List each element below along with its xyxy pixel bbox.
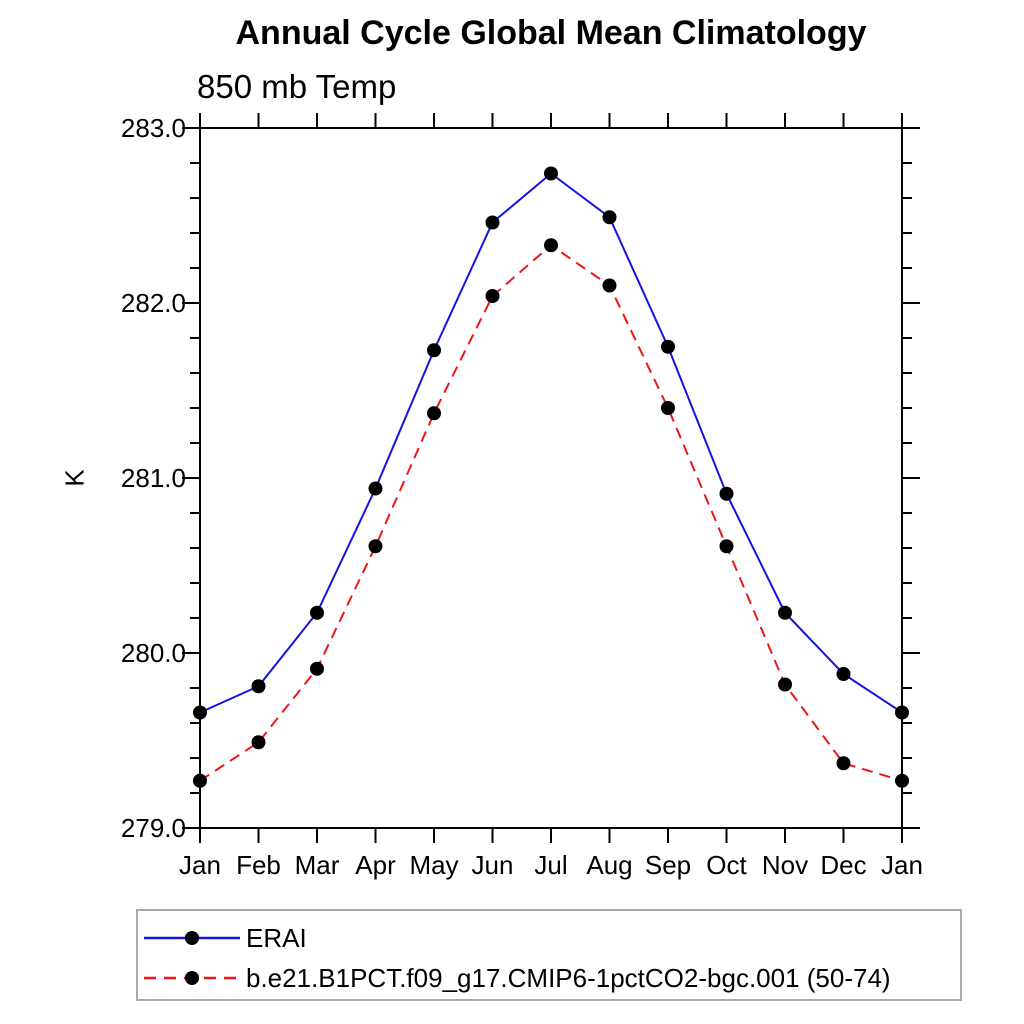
data-point-marker: [836, 756, 851, 771]
legend-sample-marker: [185, 971, 199, 985]
data-point-marker: [602, 210, 617, 225]
x-tick-label: Sep: [644, 850, 692, 880]
series-line-1: [199, 243, 903, 782]
legend-entry-erai: ERAI: [142, 923, 307, 953]
data-point-marker: [251, 679, 266, 694]
data-point-marker: [368, 481, 383, 496]
data-point-marker: [310, 661, 324, 676]
data-point-marker: [895, 773, 909, 788]
data-point-marker: [485, 289, 500, 303]
data-point-marker: [661, 401, 675, 415]
plot-frame: [199, 127, 903, 829]
data-point-marker: [193, 705, 207, 720]
data-point-marker: [661, 339, 675, 354]
y-tick-label: 283.0: [120, 113, 186, 143]
x-tick-label: Nov: [761, 850, 809, 880]
x-tick-label: Oct: [706, 850, 747, 880]
data-point-marker: [427, 343, 441, 358]
x-tick-label: Feb: [236, 850, 281, 880]
data-point-marker: [778, 605, 792, 620]
legend-line-sample-dashed: [144, 971, 240, 985]
data-point-marker: [427, 406, 441, 421]
y-tick-label: 282.0: [120, 288, 186, 318]
legend: ERAI b.e21.B1PCT.f09_g17.CMIP6-1pctCO2-b…: [136, 909, 962, 1001]
x-tick-label: Dec: [820, 850, 867, 880]
legend-label-model: b.e21.B1PCT.f09_g17.CMIP6-1pctCO2-bgc.00…: [246, 963, 891, 993]
data-point-marker: [719, 486, 734, 501]
legend-sample-marker: [185, 931, 199, 945]
data-point-marker: [544, 238, 558, 253]
x-tick-label: May: [409, 850, 459, 880]
data-point-marker: [836, 667, 851, 681]
data-point-marker: [485, 215, 500, 230]
chart-title: Annual Cycle Global Mean Climatology: [235, 14, 867, 52]
data-point-marker: [193, 773, 207, 788]
chart-subtitle: 850 mb Temp: [197, 68, 397, 105]
legend-entry-model: b.e21.B1PCT.f09_g17.CMIP6-1pctCO2-bgc.00…: [142, 963, 891, 993]
y-tick-label: 280.0: [120, 638, 186, 668]
x-tick-label: Aug: [586, 850, 633, 880]
data-point-marker: [719, 539, 734, 554]
data-point-marker: [778, 677, 792, 692]
x-tick-label: Apr: [355, 850, 396, 880]
series-line-0: [199, 172, 903, 714]
data-point-marker: [544, 166, 558, 181]
x-tick-label: Jan: [881, 850, 923, 880]
data-point-marker: [602, 278, 617, 293]
legend-label-erai: ERAI: [246, 923, 307, 953]
data-point-marker: [895, 705, 909, 720]
legend-line-sample-solid: [144, 931, 240, 945]
x-tick-label: Jul: [534, 850, 568, 880]
x-tick-label: Jan: [179, 850, 221, 880]
data-point-marker: [310, 605, 324, 620]
y-tick-label: 279.0: [120, 813, 186, 843]
y-tick-label: 281.0: [120, 463, 186, 493]
data-point-marker: [368, 539, 383, 554]
x-tick-label: Jun: [471, 850, 514, 880]
x-tick-label: Mar: [294, 850, 340, 880]
data-point-marker: [251, 735, 266, 750]
